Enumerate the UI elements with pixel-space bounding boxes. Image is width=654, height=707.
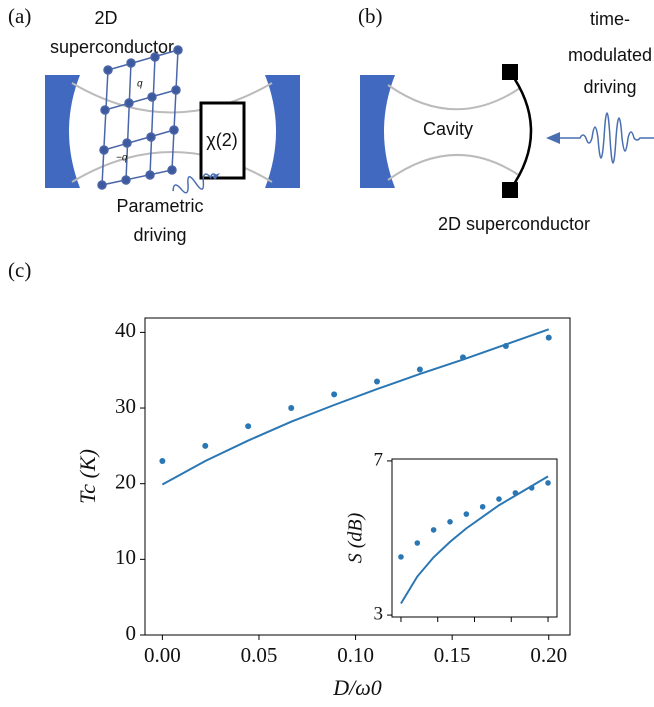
label: driving (583, 77, 636, 97)
arrow (546, 132, 560, 144)
y-tick-label: 7 (374, 449, 384, 470)
data-point (414, 540, 421, 546)
y-tick-label: 0 (126, 621, 137, 645)
y-tick-label: 3 (374, 603, 384, 624)
plot-area (391, 458, 558, 618)
panel-label: (a) (8, 4, 31, 28)
chart: 3 7 S (dB) (345, 449, 558, 624)
data-point (479, 503, 486, 510)
y-tick-label: 20 (115, 469, 136, 493)
line (400, 475, 549, 605)
beam (71, 151, 273, 183)
label: superconductor (50, 37, 174, 57)
data-point (545, 480, 551, 486)
q-label: q (137, 79, 143, 90)
mirror (45, 75, 80, 188)
chi2-box (199, 101, 246, 180)
charts: 0.00 0.05 0.10 0.15 0.20 0 10 20 30 40 D/ω0 Tc (K) 3… (75, 317, 571, 700)
data-point (288, 405, 295, 412)
chi2-label: χ(2) (206, 130, 237, 150)
drive-wave (560, 112, 654, 164)
lattice (97, 45, 183, 190)
drive-wave (172, 173, 217, 194)
data-point (374, 378, 381, 385)
y-axis-label: Tc (K) (75, 449, 100, 504)
panel-label: (c) (8, 258, 31, 282)
clamp (502, 64, 518, 80)
data-point (331, 391, 338, 398)
clamp (502, 182, 518, 198)
q-label: −q (116, 153, 128, 164)
x-tick-label: 0.05 (241, 643, 278, 667)
data-point (545, 334, 552, 341)
mirror (265, 75, 300, 188)
data-point (202, 442, 209, 449)
mirror (360, 75, 395, 188)
beam (71, 82, 273, 114)
data-point (463, 511, 470, 517)
x-tick-label: 0.00 (144, 643, 181, 667)
label: time- (590, 9, 630, 29)
data-point (447, 519, 453, 525)
x-axis-label: D/ω0 (332, 675, 382, 700)
y-tick-label: 40 (115, 318, 136, 342)
membrane (508, 71, 533, 191)
data-point (245, 423, 252, 430)
data-point (430, 527, 437, 533)
beam (387, 153, 521, 181)
data-point (398, 554, 404, 560)
label: 2D superconductor (438, 214, 590, 234)
data-point (159, 457, 166, 464)
arrow (212, 173, 220, 180)
line (161, 328, 550, 486)
beam (387, 84, 521, 111)
x-tick-label: 0.20 (530, 643, 567, 667)
x-tick-label: 0.15 (434, 643, 471, 667)
y-axis-label: S (dB) (345, 512, 367, 563)
label: Cavity (423, 119, 473, 139)
data-point (416, 366, 423, 373)
label: Parametric (116, 196, 203, 216)
label: 2D (94, 8, 117, 28)
data-point (496, 496, 502, 502)
label: modulated (568, 45, 652, 65)
label: driving (133, 225, 186, 245)
panel-label: (b) (358, 4, 383, 28)
y-tick-label: 10 (115, 545, 136, 569)
y-tick-label: 30 (115, 394, 136, 418)
x-tick-label: 0.10 (337, 643, 374, 667)
